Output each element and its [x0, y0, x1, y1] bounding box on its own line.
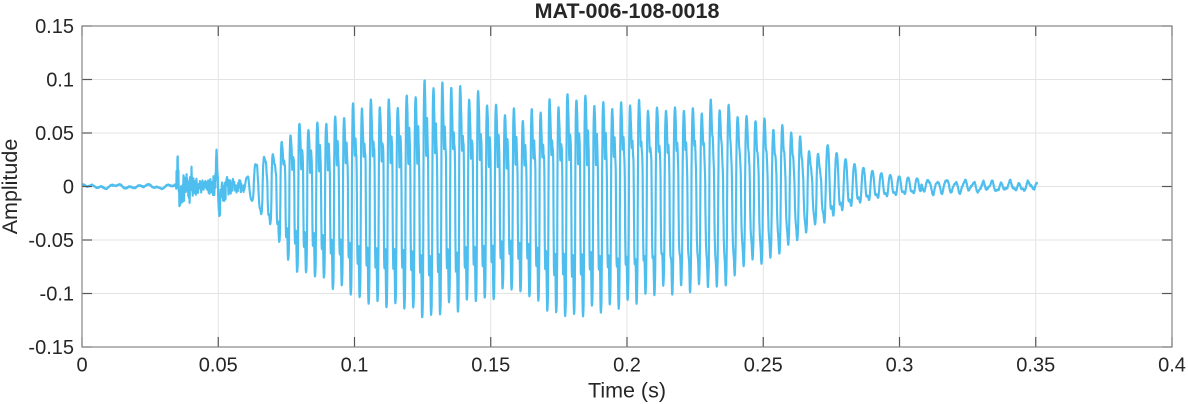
svg-text:0: 0 — [63, 177, 74, 199]
svg-text:Amplitude: Amplitude — [0, 139, 22, 235]
svg-text:0.05: 0.05 — [199, 355, 238, 377]
svg-text:0.3: 0.3 — [886, 355, 914, 377]
svg-text:0.15: 0.15 — [35, 16, 74, 38]
svg-text:0: 0 — [76, 355, 87, 377]
svg-text:0.1: 0.1 — [341, 355, 369, 377]
svg-text:0.15: 0.15 — [471, 355, 510, 377]
svg-text:0.1: 0.1 — [46, 70, 74, 92]
svg-text:0.35: 0.35 — [1016, 355, 1055, 377]
svg-text:0.2: 0.2 — [613, 355, 641, 377]
svg-text:Time (s): Time (s) — [588, 379, 666, 403]
svg-text:-0.1: -0.1 — [40, 284, 74, 306]
svg-text:0.4: 0.4 — [1158, 355, 1186, 377]
svg-text:0.25: 0.25 — [744, 355, 783, 377]
svg-text:0.05: 0.05 — [35, 123, 74, 145]
svg-text:-0.15: -0.15 — [28, 337, 74, 359]
svg-text:MAT-006-108-0018: MAT-006-108-0018 — [535, 0, 720, 23]
svg-text:-0.05: -0.05 — [28, 230, 74, 252]
